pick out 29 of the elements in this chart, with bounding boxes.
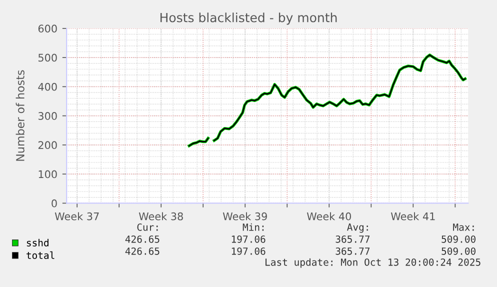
chart-title: Hosts blacklisted - by month — [160, 12, 337, 25]
y-tick-label: 600 — [38, 24, 57, 33]
y-tick-label: 500 — [38, 54, 57, 62]
text: 509.00 — [442, 247, 476, 255]
x-tick-label: Week 38 — [138, 212, 183, 220]
y-tick-label: 400 — [38, 82, 57, 91]
text: Cur: — [137, 223, 158, 231]
y-tick-label: 200 — [38, 141, 57, 150]
x-tick-label: Week 41 — [390, 212, 435, 220]
text: 197.06 — [232, 235, 266, 243]
x-tick-label: Week 40 — [306, 212, 352, 220]
text: Last update: Mon Oct 13 20:00:24 2025 — [266, 258, 480, 268]
text: Max: — [453, 224, 474, 231]
y-tick-label: 300 — [38, 112, 57, 120]
y-tick-label: 100 — [38, 170, 57, 178]
text: 365.77 — [336, 247, 370, 255]
text: 365.77 — [336, 235, 370, 243]
text: 509.00 — [442, 235, 476, 243]
y-tick-label: 0 — [52, 199, 57, 208]
text: Min: — [242, 223, 264, 231]
x-tick-label: Week 37 — [54, 212, 99, 220]
y-axis-title: Number of hosts — [16, 70, 24, 161]
text: 426.65 — [125, 235, 160, 243]
legend-label: total — [26, 251, 54, 260]
text: 426.65 — [125, 247, 160, 255]
text: Avg: — [347, 224, 368, 233]
x-tick-label: Week 39 — [222, 212, 267, 220]
text: 197.06 — [232, 247, 266, 255]
legend-label: sshd — [26, 238, 48, 246]
